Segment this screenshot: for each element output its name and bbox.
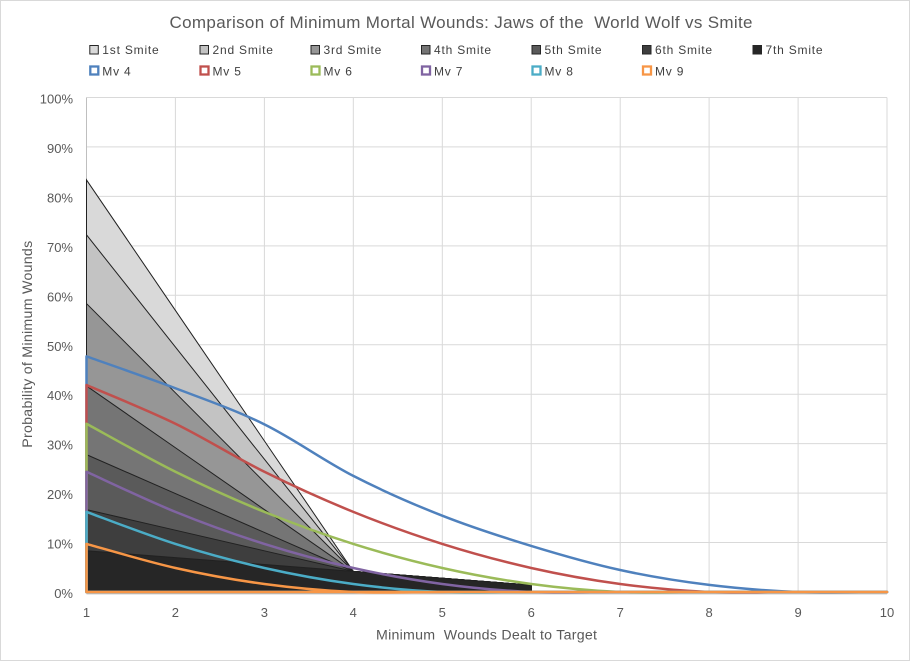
svg-text:7: 7 [617,605,624,620]
svg-text:2: 2 [172,605,179,620]
svg-text:Mv 8: Mv 8 [545,65,574,79]
svg-text:7th Smite: 7th Smite [766,43,824,57]
svg-text:60%: 60% [47,289,73,304]
svg-text:6: 6 [528,605,535,620]
svg-text:8: 8 [705,605,712,620]
svg-text:Mv 7: Mv 7 [434,65,463,79]
svg-text:5th Smite: 5th Smite [545,43,603,57]
svg-text:9: 9 [794,605,801,620]
svg-text:70%: 70% [47,240,73,255]
svg-text:Mv 9: Mv 9 [655,65,684,79]
svg-text:0%: 0% [54,586,73,601]
svg-text:Mv 5: Mv 5 [213,65,242,79]
svg-text:6th Smite: 6th Smite [655,43,713,57]
svg-text:80%: 80% [47,190,73,205]
svg-text:10%: 10% [47,537,73,552]
svg-text:3rd Smite: 3rd Smite [324,43,383,57]
svg-text:1: 1 [83,605,90,620]
svg-text:100%: 100% [40,92,74,107]
svg-text:3: 3 [261,605,268,620]
svg-text:2nd Smite: 2nd Smite [213,43,274,57]
svg-text:10: 10 [880,605,894,620]
svg-text:40%: 40% [47,388,73,403]
svg-text:Mv 6: Mv 6 [324,65,353,79]
svg-text:30%: 30% [47,438,73,453]
svg-text:1st Smite: 1st Smite [102,43,159,57]
svg-text:50%: 50% [47,339,73,354]
svg-text:Comparison of Minimum Mortal W: Comparison of Minimum Mortal Wounds: Jaw… [170,13,753,32]
svg-text:4th Smite: 4th Smite [434,43,492,57]
svg-text:5: 5 [439,605,446,620]
svg-text:90%: 90% [47,141,73,156]
svg-text:Probability of Minimum Wounds: Probability of Minimum Wounds [20,241,36,448]
svg-text:Minimum Wounds Dealt to Targe: Minimum Wounds Dealt to Target [376,628,597,644]
svg-text:Mv 4: Mv 4 [102,65,131,79]
svg-text:4: 4 [350,605,357,620]
svg-text:20%: 20% [47,487,73,502]
